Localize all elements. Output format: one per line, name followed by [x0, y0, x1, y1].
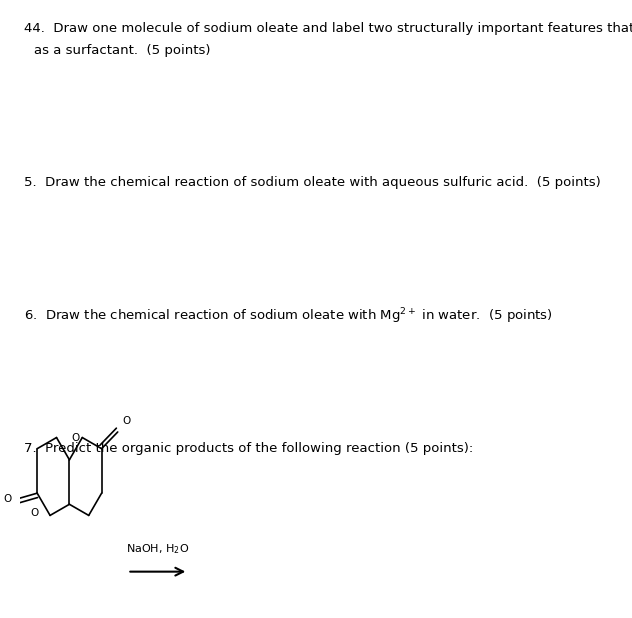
Text: 6.  Draw the chemical reaction of sodium oleate with Mg: 6. Draw the chemical reaction of sodium … — [0, 617, 1, 618]
Text: O: O — [123, 417, 131, 426]
Text: 6.  Draw the chemical reaction of sodium oleate with Mg$^{2+}$ in water.  (5 poi: 6. Draw the chemical reaction of sodium … — [23, 306, 552, 326]
Text: O: O — [71, 433, 80, 443]
Text: 44.  Draw one molecule of sodium oleate and label two structurally important fea: 44. Draw one molecule of sodium oleate a… — [23, 22, 632, 35]
Text: 7.  Predict the organic products of the following reaction (5 points):: 7. Predict the organic products of the f… — [23, 442, 473, 455]
Text: 5.  Draw the chemical reaction of sodium oleate with aqueous sulfuric acid.  (5 : 5. Draw the chemical reaction of sodium … — [23, 176, 600, 189]
Text: as a surfactant.  (5 points): as a surfactant. (5 points) — [34, 44, 211, 57]
Text: O: O — [3, 494, 11, 504]
Text: NaOH, H$_2$O: NaOH, H$_2$O — [126, 543, 190, 556]
Text: O: O — [30, 507, 39, 518]
